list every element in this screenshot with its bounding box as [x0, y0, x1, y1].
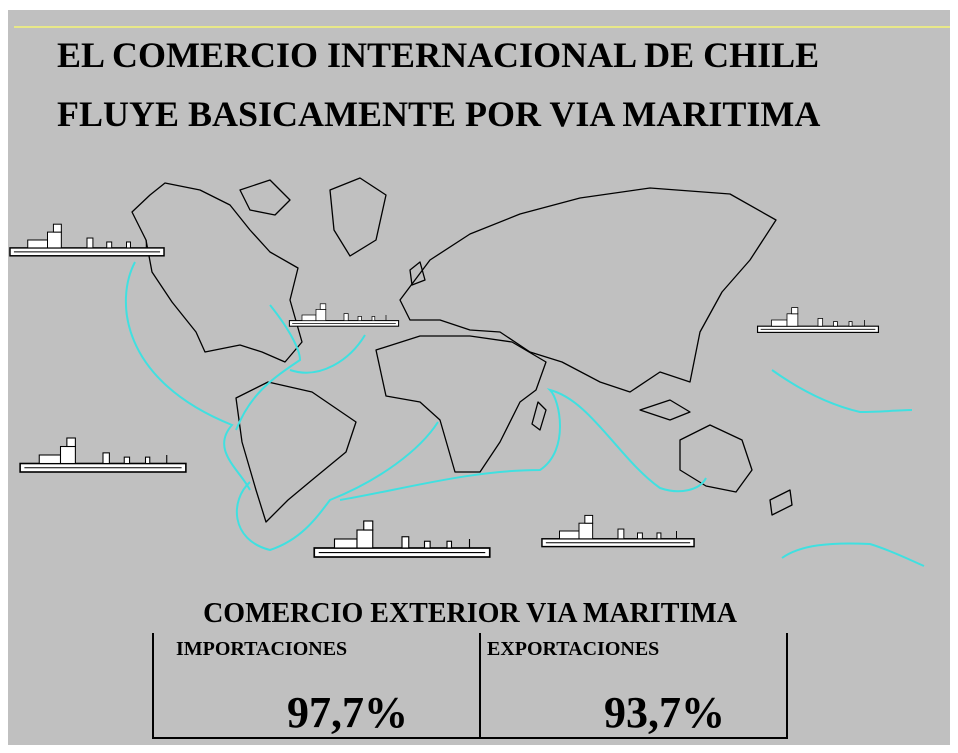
table	[152, 633, 788, 739]
background	[8, 10, 950, 745]
table-title: COMERCIO EXTERIOR VIA MARITIMA	[203, 598, 738, 629]
title-line: FLUYE BASICAMENTE POR VIA MARITIMA	[57, 94, 820, 134]
world-map	[131, 177, 793, 523]
column-value: 93,7%	[604, 688, 725, 737]
title-line: EL COMERCIO INTERNACIONAL DE CHILE	[57, 35, 819, 75]
sea-routes	[124, 261, 925, 567]
column-label: EXPORTACIONES	[487, 638, 659, 660]
column-label: IMPORTACIONES	[176, 638, 347, 660]
column-value: 97,7%	[287, 688, 408, 737]
